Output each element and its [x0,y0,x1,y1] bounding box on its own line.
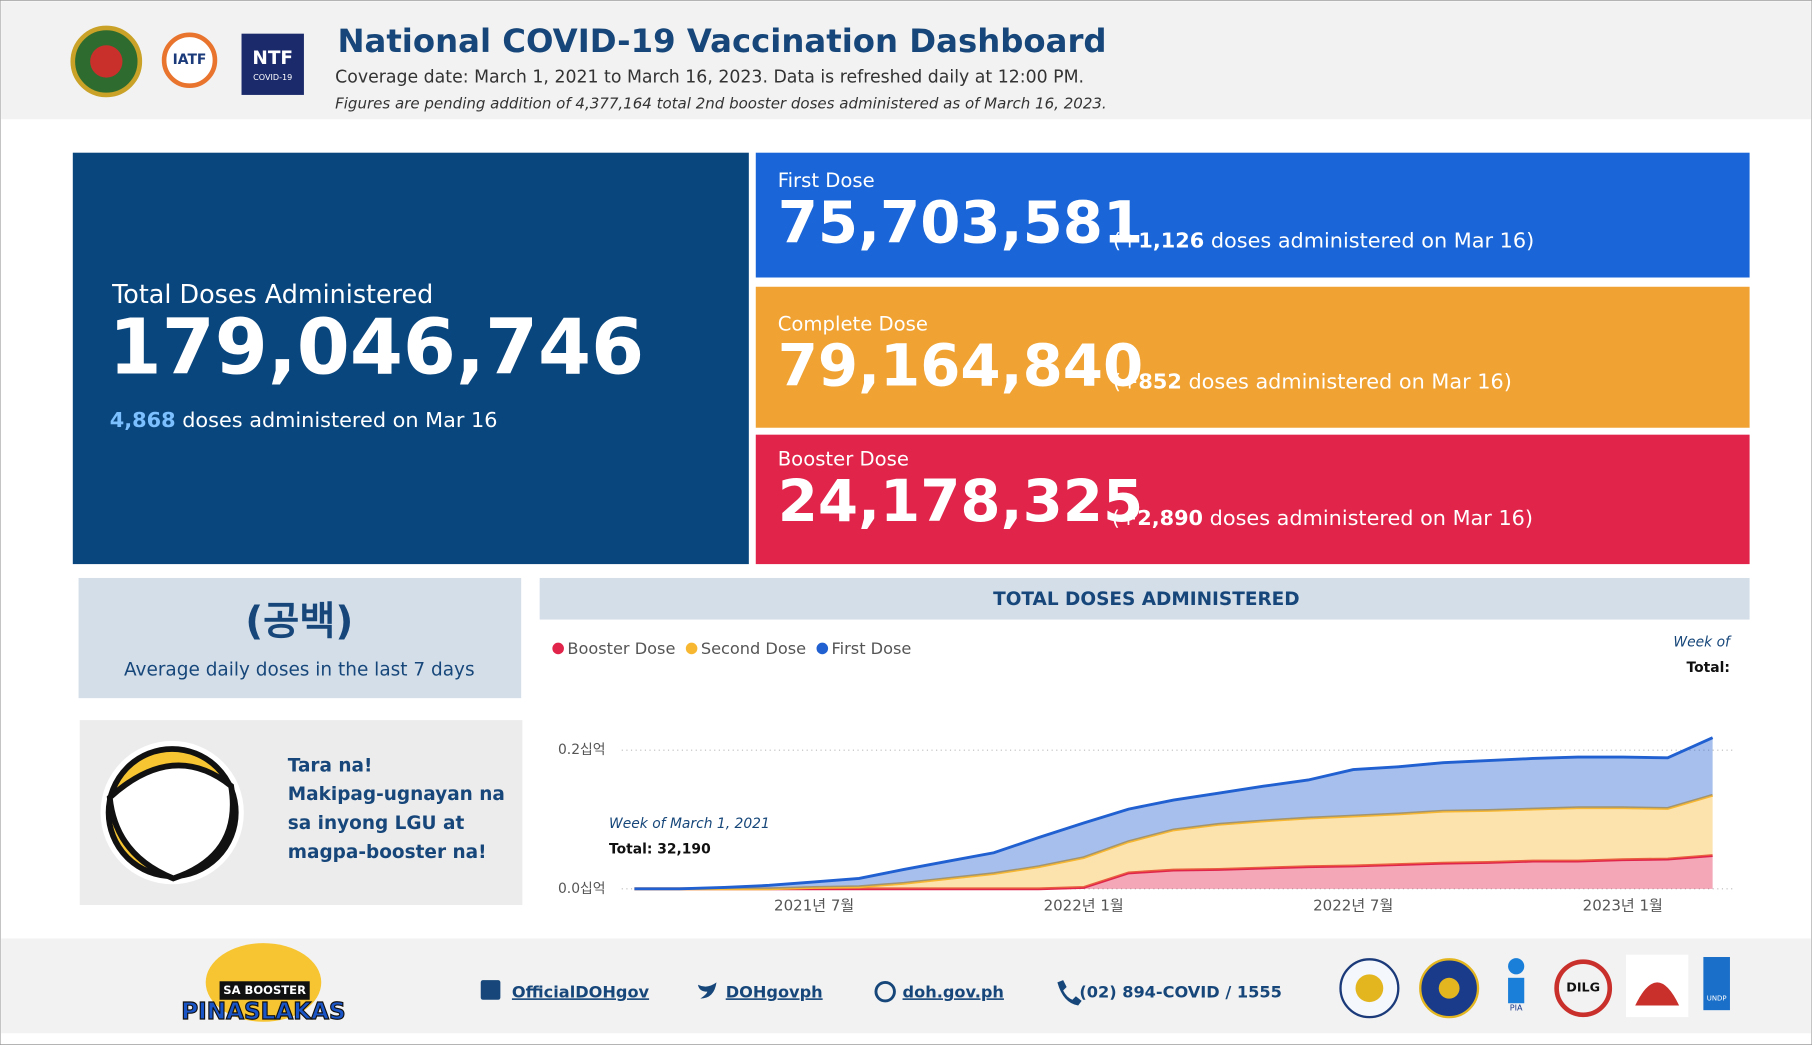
y-tick-label: 0.2십억 [558,742,606,758]
iatf-logo [161,32,218,88]
pinaslakas-ribbon [219,981,310,1000]
tooltip-total: Total: [1687,660,1730,676]
promo-text: magpa-booster na! [288,842,487,863]
line [634,793,1714,891]
area [634,795,1713,889]
card-delta: (+1,126 doses administered on Mar 16) [1113,229,1534,253]
delta-text: doses administered on Mar 16) [1188,370,1511,394]
delta-text: doses administered on Mar 16) [1211,229,1534,253]
delta-number: 2,890 [1137,506,1203,530]
card-delta: (+852 doses administered on Mar 16) [1113,370,1512,394]
card-label: Complete Dose [778,312,928,335]
tooltip-total: Total: 32,190 [609,842,711,858]
promo-text: Makipag-ugnayan na [288,784,505,805]
card-value: 179,046,746 [109,303,645,392]
partner-text: PIA [1510,1002,1523,1012]
partner-logo-center [1355,974,1384,1003]
delta-open: (+ [1113,229,1139,253]
promo-text: Tara na! [288,755,373,776]
undp-logo [1703,957,1730,1011]
tooltip-title: Week of [1673,635,1732,651]
facebook-icon [480,980,501,1000]
average-value: (공백) [245,600,353,645]
complete-dose-card [755,286,1750,428]
x-tick-label: 2022년 7월 [1313,897,1393,915]
card-delta: (+2,890 doses administered on Mar 16) [1112,506,1533,530]
delta-number: 852 [1138,370,1181,394]
first-dose-card [755,152,1750,278]
footer-link[interactable]: doh.gov.ph [903,982,1004,1001]
x-tick-label: 2023년 1월 [1583,897,1663,915]
chart: 0.0십억 0.2십억 2021년 7월 2022년 1월 2022년 7월 2023년 … [552,639,1734,915]
note: Figures are pending addition of 4,377,16… [335,95,1107,113]
x-tick-label: 2021년 7월 [774,897,854,915]
tooltip-title: Week of March 1, 2021 [609,816,770,832]
delta-text: doses administered on Mar 16 [182,408,497,432]
phone-icon [1057,980,1082,1006]
card-delta: 4,868 doses administered on Mar 16 [110,408,498,432]
delta-open: (+ [1112,506,1138,530]
booster-dose-card [755,434,1750,565]
x-tick-label: 2022년 1월 [1044,897,1124,915]
subtitle: Coverage date: March 1, 2021 to March 16… [335,68,1084,88]
partner-logo-mark [1635,982,1680,1006]
logo-text: NTF [252,48,293,69]
partner-logo-center [1438,977,1460,999]
web-icon [874,980,896,1003]
delta-number: 4,868 [110,408,176,432]
twitter-icon [697,982,717,999]
partner-logo [1508,977,1525,1004]
partner-text: UNDP [1707,995,1727,1003]
legend-label: Booster Dose [567,639,675,658]
area [634,737,1713,889]
chart-header [539,577,1750,620]
logo-text: IATF [173,52,207,68]
page-title: National COVID-19 Vaccination Dashboard [337,22,1106,60]
card-label: Total Doses Administered [111,279,433,309]
card-value: 24,178,325 [778,467,1143,535]
card-value: 75,703,581 [778,188,1143,256]
card-label: First Dose [778,169,875,192]
partner-logo [1508,958,1525,975]
legend-label: Second Dose [701,639,806,658]
logo-text: SA BOOSTER [223,983,306,997]
promo-arm [106,762,236,882]
delta-text: doses administered on Mar 16) [1210,506,1533,530]
average-label: Average daily doses in the last 7 days [124,659,475,680]
average-card [78,577,522,699]
footer-link[interactable]: DOHgovph [726,982,823,1001]
card-value: 79,164,840 [778,332,1143,400]
legend-swatch [685,642,698,655]
card-label: Booster Dose [778,448,909,471]
footer-contact: (02) 894-COVID / 1555 [1079,982,1282,1001]
partner-logo [1554,959,1613,1018]
ntf-logo [241,33,304,95]
footer-link[interactable]: OfficialDOHgov [512,982,650,1001]
legend-swatch [552,642,564,655]
promo-text: sa inyong LGU at [288,813,465,834]
line [634,736,1714,891]
delta-open: (+ [1113,370,1139,394]
legend-label: First Dose [832,639,912,658]
logo-text: PINASLAKAS [181,999,345,1025]
legend-swatch [816,642,829,655]
total-card [72,152,749,565]
y-tick-label: 0.0십억 [558,881,606,897]
chart-title: TOTAL DOSES ADMINISTERED [993,589,1300,610]
logo-text: COVID-19 [253,72,292,82]
delta-number: 1,126 [1138,229,1204,253]
doh-logo-center [90,45,123,78]
partner-text: DILG [1566,980,1600,995]
